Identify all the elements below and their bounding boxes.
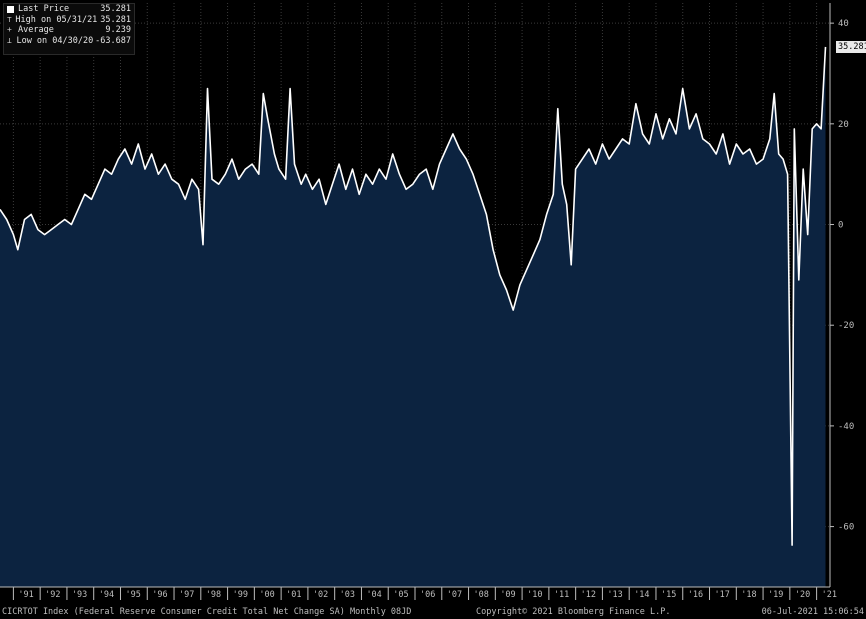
footer: CICRTOT Index (Federal Reserve Consumer … xyxy=(0,606,866,619)
x-tick-label: '07 xyxy=(447,590,462,600)
x-tick-label: '10 xyxy=(527,590,542,600)
x-tick-labels: '91 '92 '93 '94 '95 '96 '97 '98 '99 '00 '01 '02 '03 '… xyxy=(12,587,837,600)
legend-value: -63.687 xyxy=(95,35,131,46)
legend-label: High on 05/31/21 xyxy=(15,14,98,25)
x-tick-label: '19 xyxy=(768,590,783,600)
x-tick-label: '93 xyxy=(72,590,87,600)
x-tick-label: '16 xyxy=(688,590,703,600)
x-tick-label: '94 xyxy=(99,590,114,600)
x-tick-label: '09 xyxy=(500,590,515,600)
x-tick-label: '92 xyxy=(45,590,60,600)
legend-label: Last Price xyxy=(18,4,70,14)
square-marker-icon xyxy=(7,5,14,13)
x-tick-label: '98 xyxy=(206,590,221,600)
y-tick-label: -20 xyxy=(838,321,854,331)
index-description: CICRTOT Index (Federal Reserve Consumer … xyxy=(2,607,412,617)
x-tick-label: '01 xyxy=(286,590,301,600)
x-tick-label: '99 xyxy=(233,590,248,600)
legend-label: Low on 04/30/20 xyxy=(16,35,94,46)
copyright: Copyright© 2021 Bloomberg Finance L.P. xyxy=(476,607,671,617)
legend-value: 35.281 xyxy=(100,4,131,14)
y-tick-label: 40 xyxy=(838,19,849,29)
legend-value: 35.281 xyxy=(100,14,131,25)
legend-value: 9.239 xyxy=(105,25,131,35)
y-tick-labels: 40 20 0 -20 -40 -60 xyxy=(830,19,854,533)
y-tick-label: 0 xyxy=(838,221,843,231)
series-line-last-price xyxy=(0,46,827,546)
x-tick-label: '08 xyxy=(474,590,489,600)
x-tick-label: '17 xyxy=(715,590,730,600)
legend-item-average: + Average 9.239 xyxy=(4,25,134,36)
x-tick-label: '20 xyxy=(795,590,810,600)
x-tick-label: '21 xyxy=(822,590,837,600)
x-tick-label: '96 xyxy=(152,590,167,600)
high-marker-icon: ⊤ xyxy=(7,14,12,24)
x-tick-label: '12 xyxy=(581,590,596,600)
x-tick-label: '04 xyxy=(366,590,381,600)
timestamp: 06-Jul-2021 15:06:54 xyxy=(761,607,864,617)
x-tick-label: '97 xyxy=(179,590,194,600)
x-tick-label: '11 xyxy=(554,590,569,600)
x-tick-label: '18 xyxy=(741,590,756,600)
legend-item-low: ⊥ Low on 04/30/20 -63.687 xyxy=(4,36,134,47)
last-value-badge: 35.281 xyxy=(836,41,866,53)
y-tick-label: -40 xyxy=(838,422,854,432)
y-tick-label: -60 xyxy=(838,523,854,533)
y-tick-label: 20 xyxy=(838,120,849,130)
x-tick-label: '06 xyxy=(420,590,435,600)
x-tick-label: '95 xyxy=(125,590,140,600)
legend-item-last-price: Last Price 35.281 xyxy=(4,4,134,15)
x-tick-label: '14 xyxy=(634,590,649,600)
low-marker-icon: ⊥ xyxy=(7,35,12,45)
x-tick-label: '00 xyxy=(259,590,274,600)
legend-item-high: ⊤ High on 05/31/21 35.281 xyxy=(4,15,134,26)
x-tick-label: '91 xyxy=(18,590,33,600)
x-tick-label: '02 xyxy=(313,590,328,600)
x-tick-label: '05 xyxy=(393,590,408,600)
x-tick-label: '13 xyxy=(607,590,622,600)
legend-label: Average xyxy=(18,25,54,35)
area-fill xyxy=(0,46,826,587)
x-tick-label: '03 xyxy=(340,590,355,600)
x-tick-label: '15 xyxy=(661,590,676,600)
average-marker-icon: + xyxy=(7,25,12,34)
legend: Last Price 35.281 ⊤ High on 05/31/21 35.… xyxy=(3,3,135,55)
